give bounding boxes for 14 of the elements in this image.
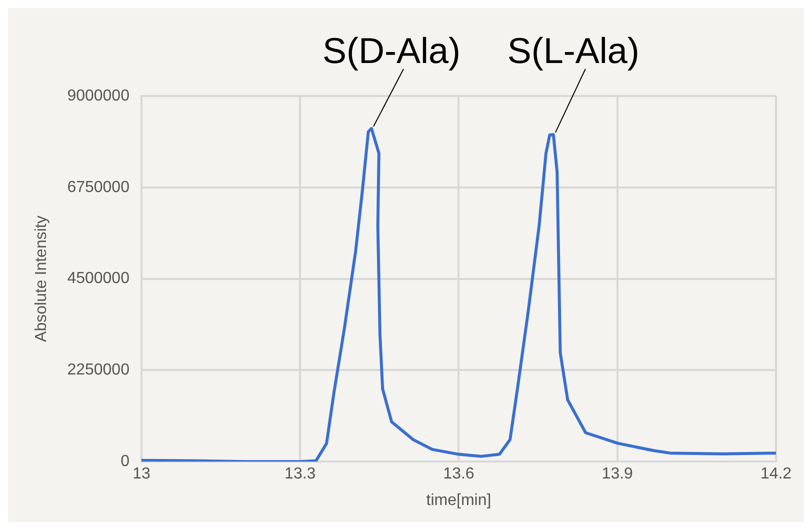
y-axis-title: Absolute Intensity: [33, 216, 50, 342]
x-axis-title: time[min]: [426, 492, 492, 509]
y-tick-label: 6750000: [67, 178, 130, 196]
x-tick-label: 14.2: [760, 466, 792, 483]
annotation: S(L-Ala): [507, 30, 640, 71]
annotation: S(D-Ala): [322, 30, 461, 71]
x-tick-label: 13.6: [443, 466, 474, 483]
y-tick-label: 9000000: [67, 87, 130, 104]
y-tick-label: 2250000: [67, 362, 130, 379]
y-tick-label: 4500000: [67, 270, 130, 288]
x-tick-label: 13: [132, 466, 150, 483]
x-tick-label: 13.3: [284, 466, 316, 483]
x-tick-label: 13.9: [602, 466, 634, 483]
y-tick-label: 0: [120, 453, 130, 470]
